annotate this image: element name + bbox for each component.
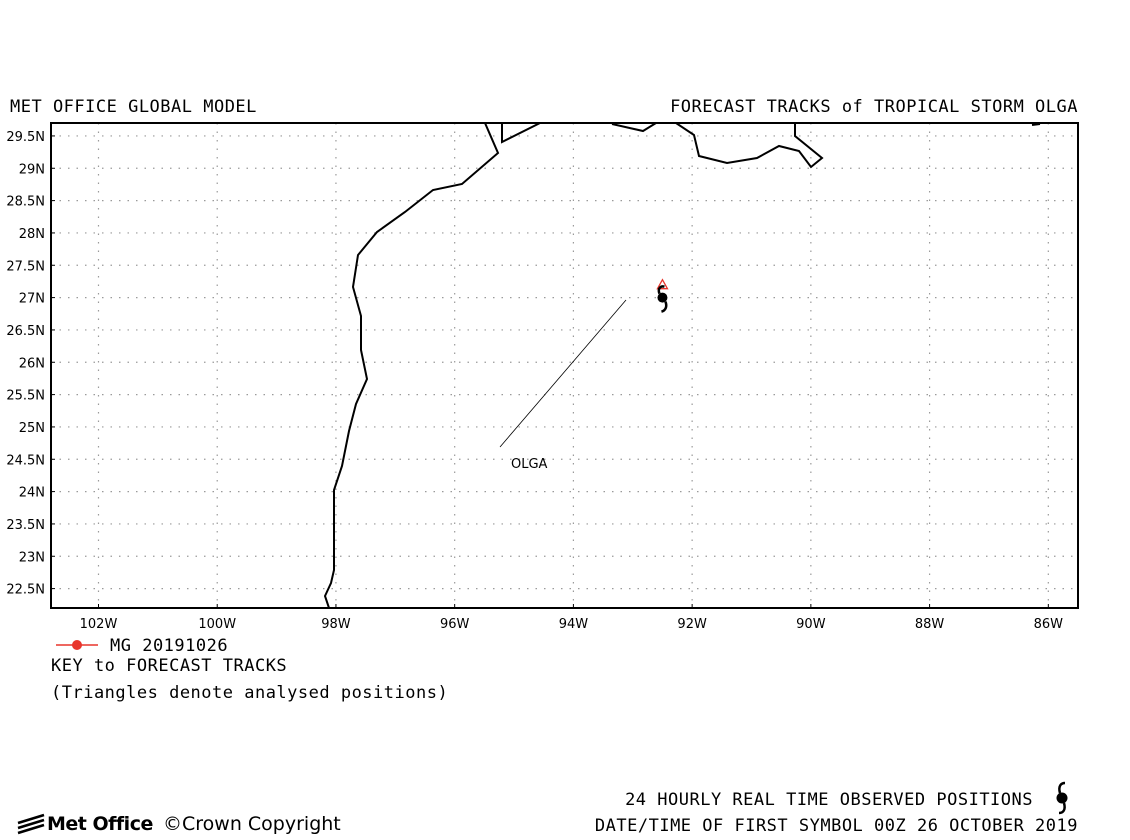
lat-label: 22.5N	[6, 583, 45, 598]
legend-entry-label: MG 20191026	[110, 636, 229, 656]
map-frame	[50, 122, 1079, 609]
storm-label: OLGA	[511, 457, 548, 472]
legend-track-symbol	[56, 640, 98, 650]
lon-label: 102W	[80, 617, 118, 632]
lat-label: 24N	[19, 486, 45, 501]
map-grid	[51, 123, 1078, 608]
lat-label: 29.5N	[6, 130, 45, 145]
lat-label: 25N	[19, 421, 45, 436]
met-office-logo-icon	[17, 813, 45, 835]
lat-label: 23.5N	[6, 518, 45, 533]
lon-label: 88W	[915, 617, 945, 632]
brand-logo: Met Office	[47, 813, 153, 835]
legend-key-title: KEY to FORECAST TRACKS	[51, 656, 288, 676]
model-title: MET OFFICE GLOBAL MODEL	[10, 97, 257, 117]
longitude-labels: 102W 100W 98W 96W 94W 92W 90W 88W 86W	[80, 617, 1064, 632]
lon-label: 92W	[677, 617, 707, 632]
lat-label: 27N	[19, 292, 45, 307]
lon-label: 90W	[796, 617, 826, 632]
lat-label: 26.5N	[6, 324, 45, 339]
lon-label: 86W	[1034, 617, 1064, 632]
lat-label: 27.5N	[6, 259, 45, 274]
brand-name: Met Office	[47, 813, 153, 835]
analysed-position-triangle	[656, 278, 669, 290]
coastline	[323, 123, 1041, 608]
lat-label: 28.5N	[6, 195, 45, 210]
lat-label: 25.5N	[6, 389, 45, 404]
copyright-text: ©Crown Copyright	[163, 813, 341, 835]
lon-label: 98W	[321, 617, 351, 632]
lat-label: 29N	[19, 162, 45, 177]
lat-label: 26N	[19, 356, 45, 371]
lon-label: 100W	[198, 617, 236, 632]
lat-label: 24.5N	[6, 453, 45, 468]
legend-note: (Triangles denote analysed positions)	[51, 683, 449, 703]
lon-label: 96W	[440, 617, 470, 632]
chart-title: FORECAST TRACKS of TROPICAL STORM OLGA	[670, 97, 1078, 117]
first-symbol-date: DATE/TIME OF FIRST SYMBOL 00Z 26 OCTOBER…	[594, 816, 1078, 836]
lon-label: 94W	[559, 617, 589, 632]
hurricane-symbol-icon	[1056, 781, 1068, 815]
latitude-labels: 29.5N 29N 28.5N 28N 27.5N 27N 26.5N 26N 25.5N 25N…	[6, 130, 45, 598]
forecast-tracks	[656, 278, 669, 313]
lat-label: 28N	[19, 227, 45, 242]
lat-label: 23N	[19, 550, 45, 565]
storm-label-leader	[499, 299, 627, 448]
observed-position-symbol	[657, 285, 668, 313]
observed-positions-label: 24 HOURLY REAL TIME OBSERVED POSITIONS	[625, 790, 1033, 810]
